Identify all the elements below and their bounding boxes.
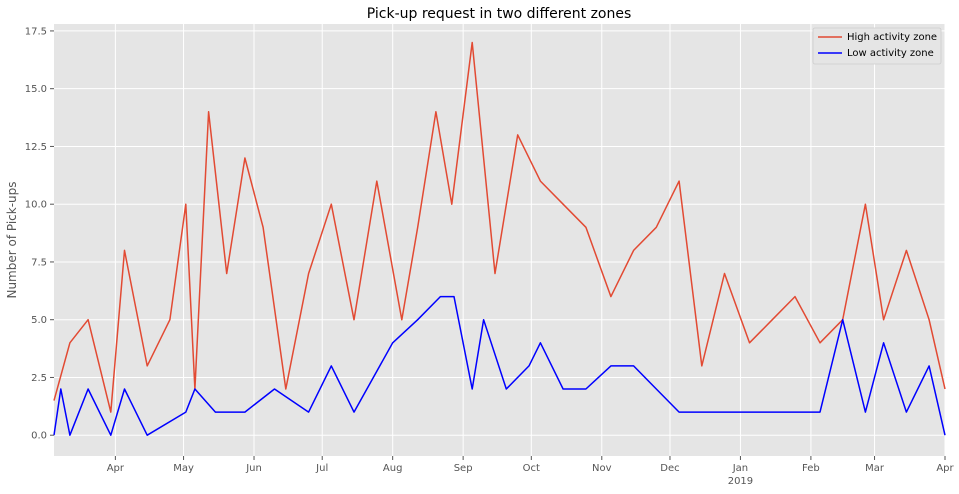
x-tick-label: Nov xyxy=(592,463,612,474)
y-axis-label: Number of Pick-ups xyxy=(5,181,19,298)
x-tick-label: Jul xyxy=(315,463,328,474)
series-line-0 xyxy=(53,41,946,413)
x-tick-label: May xyxy=(173,463,194,474)
series-line-1 xyxy=(53,295,946,436)
y-tick-label: 15.0 xyxy=(25,84,47,95)
x-tick-label: Jun xyxy=(245,463,262,474)
x-tick-label: Mar xyxy=(865,463,885,474)
x-tick-label: Feb xyxy=(802,463,820,474)
y-tick-label: 0.0 xyxy=(31,431,47,442)
chart-title: Pick-up request in two different zones xyxy=(367,6,632,22)
x-axis-ticks: Apr May Jun Jul Aug Sep Oct Nov Dec Jan 2019 Feb Mar… xyxy=(107,456,955,487)
y-tick-label: 12.5 xyxy=(25,142,47,153)
x-tick-label: Jan xyxy=(732,463,748,474)
x-tick-label: Apr xyxy=(936,463,954,474)
x-tick-label: Apr xyxy=(107,463,125,474)
y-axis-ticks: 0.0 2.5 5.0 7.5 10.0 12.5 15.0 17.5 xyxy=(25,26,54,442)
legend: High activity zone Low activity zone xyxy=(812,27,942,65)
y-tick-label: 10.0 xyxy=(25,200,47,211)
grid-lines xyxy=(54,24,946,456)
y-tick-label: 17.5 xyxy=(25,26,47,37)
legend-label-low: Low activity zone xyxy=(847,48,934,59)
x-tick-sublabel: 2019 xyxy=(728,476,753,487)
legend-box xyxy=(812,27,942,65)
series-lines xyxy=(53,41,946,436)
x-tick-label: Dec xyxy=(660,463,679,474)
y-tick-label: 2.5 xyxy=(31,373,47,384)
y-tick-label: 7.5 xyxy=(31,257,47,268)
y-tick-label: 5.0 xyxy=(31,315,47,326)
x-tick-label: Sep xyxy=(454,463,473,474)
x-tick-label: Oct xyxy=(523,463,540,474)
legend-label-high: High activity zone xyxy=(847,32,937,43)
x-tick-label: Aug xyxy=(383,463,403,474)
